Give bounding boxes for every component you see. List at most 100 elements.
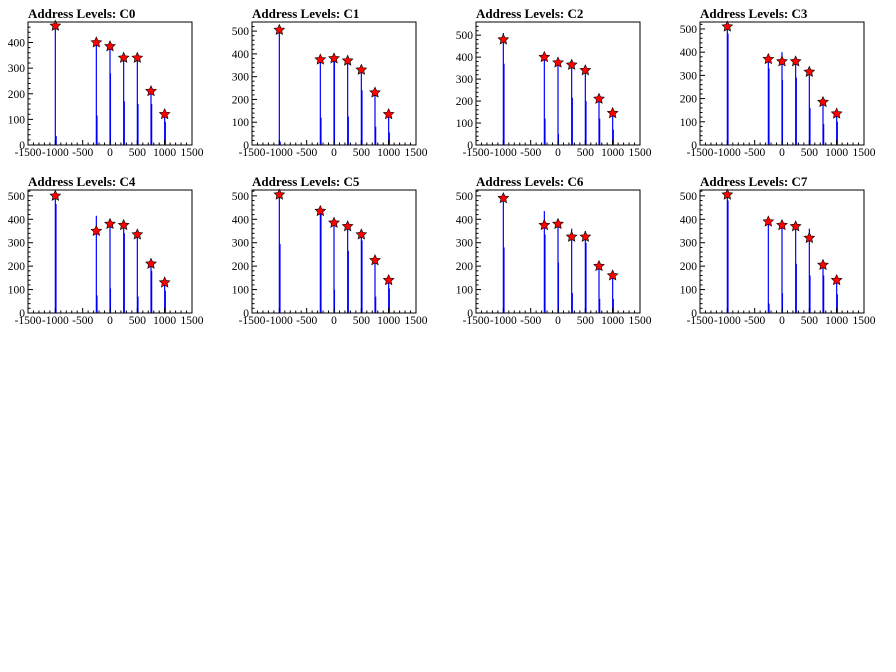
peak-marker (579, 230, 592, 242)
x-tick-label: 1500 (629, 147, 652, 159)
x-tick-label: -500 (72, 147, 93, 159)
peak-marker (273, 188, 286, 200)
peak-marker (762, 215, 775, 227)
chart-panel-1: Address Levels: C1-1500 -1000 -500 0 500 1000… (232, 6, 428, 159)
peak-marker (497, 33, 510, 45)
peak-marker (369, 254, 381, 266)
peak-marker (131, 228, 144, 240)
y-tick-label: 100 (456, 285, 474, 297)
chart-panel-3: Address Levels: C3-1500 -1000 -500 0 500 1000… (680, 6, 876, 159)
y-tick-label: 200 (680, 94, 698, 106)
x-tick-label: -1000 (266, 147, 293, 159)
peak-marker (565, 58, 578, 70)
peak-marker (606, 106, 619, 119)
y-tick-label: 500 (680, 191, 698, 203)
x-tick-label: 500 (577, 147, 595, 159)
x-tick-label: -500 (744, 315, 765, 327)
y-tick-label: 400 (680, 214, 698, 226)
peak-marker (830, 107, 843, 119)
peak-marker (131, 51, 144, 63)
y-tick-label: 400 (456, 214, 474, 226)
x-tick-label: -1000 (490, 315, 517, 327)
peak-marker (117, 51, 130, 63)
x-tick-label: 1000 (825, 315, 848, 327)
y-tick-label: 300 (8, 238, 26, 250)
x-tick-label: 0 (331, 147, 337, 159)
chart-panel-4: Address Levels: C4-1500 -1000 -500 0 500 1000… (8, 174, 204, 327)
peak-marker (803, 65, 816, 77)
x-tick-label: -1000 (266, 315, 293, 327)
peak-marker (382, 108, 395, 120)
peak-marker (158, 276, 171, 288)
x-tick-label: 1000 (601, 315, 624, 327)
peak-marker (382, 273, 395, 286)
x-tick-label: 0 (107, 147, 113, 159)
y-tick-label: 400 (456, 52, 474, 64)
chart-title: Address Levels: C5 (252, 174, 360, 189)
chart-title: Address Levels: C4 (28, 174, 136, 189)
x-tick-label: -1500 (687, 315, 714, 327)
peak-marker (328, 216, 340, 228)
x-tick-label: -1500 (15, 147, 42, 159)
chart-title: Address Levels: C0 (28, 6, 135, 21)
peak-marker (117, 218, 130, 231)
y-tick-label: 100 (456, 118, 474, 130)
y-tick-label: 0 (691, 308, 697, 320)
x-tick-label: -1000 (490, 147, 517, 159)
x-tick-label: 500 (129, 147, 147, 159)
peak-marker (314, 204, 327, 217)
peak-marker (497, 191, 510, 204)
x-tick-label: 500 (801, 315, 819, 327)
y-tick-label: 400 (8, 214, 26, 226)
y-tick-label: 0 (19, 308, 25, 320)
y-tick-label: 100 (232, 285, 250, 297)
y-tick-label: 0 (243, 308, 249, 320)
x-tick-label: 1500 (405, 147, 428, 159)
y-tick-label: 0 (691, 140, 697, 152)
chart-panel-5: Address Levels: C5-1500 -1000 -500 0 500 1000… (232, 174, 428, 327)
x-tick-label: 500 (577, 315, 595, 327)
peak-marker (593, 92, 605, 104)
x-tick-label: 1000 (153, 147, 176, 159)
y-tick-label: 500 (8, 191, 26, 203)
chart-title: Address Levels: C1 (252, 6, 359, 21)
x-tick-label: 1500 (181, 315, 204, 327)
peak-marker (579, 64, 592, 76)
x-tick-label: -1000 (42, 147, 69, 159)
y-tick-label: 100 (680, 117, 698, 129)
peak-marker (341, 54, 354, 66)
x-tick-label: -500 (72, 315, 93, 327)
y-tick-label: 200 (456, 96, 474, 108)
chart-title: Address Levels: C6 (476, 174, 584, 189)
peak-marker (606, 269, 619, 281)
x-tick-label: -1000 (42, 315, 69, 327)
x-tick-label: 1000 (153, 315, 176, 327)
x-tick-label: 500 (129, 315, 147, 327)
x-tick-label: -500 (296, 147, 317, 159)
x-tick-label: 1500 (405, 315, 428, 327)
y-tick-label: 500 (456, 191, 474, 203)
peak-marker (49, 189, 62, 201)
peak-marker (565, 230, 578, 242)
x-tick-label: -1500 (687, 147, 714, 159)
y-tick-label: 300 (680, 70, 698, 82)
peak-marker (341, 220, 354, 232)
x-tick-label: 0 (779, 315, 785, 327)
x-tick-label: 1000 (377, 315, 400, 327)
chart-panel-7: Address Levels: C7-1500 -1000 -500 0 500 1000… (680, 174, 876, 327)
x-tick-label: 1000 (825, 147, 848, 159)
peak-marker (273, 23, 286, 36)
peak-marker (158, 108, 171, 120)
x-tick-label: -1500 (239, 315, 266, 327)
x-tick-label: 0 (331, 315, 337, 327)
peak-marker (355, 63, 368, 75)
x-tick-label: -1000 (714, 147, 741, 159)
chart-panel-6: Address Levels: C6-1500 -1000 -500 0 500 1000… (456, 174, 652, 327)
y-tick-label: 300 (8, 63, 26, 75)
x-tick-label: 0 (555, 315, 561, 327)
y-tick-label: 200 (456, 261, 474, 273)
y-tick-label: 300 (232, 72, 250, 84)
chart-title: Address Levels: C2 (476, 6, 583, 21)
y-tick-label: 100 (680, 285, 698, 297)
